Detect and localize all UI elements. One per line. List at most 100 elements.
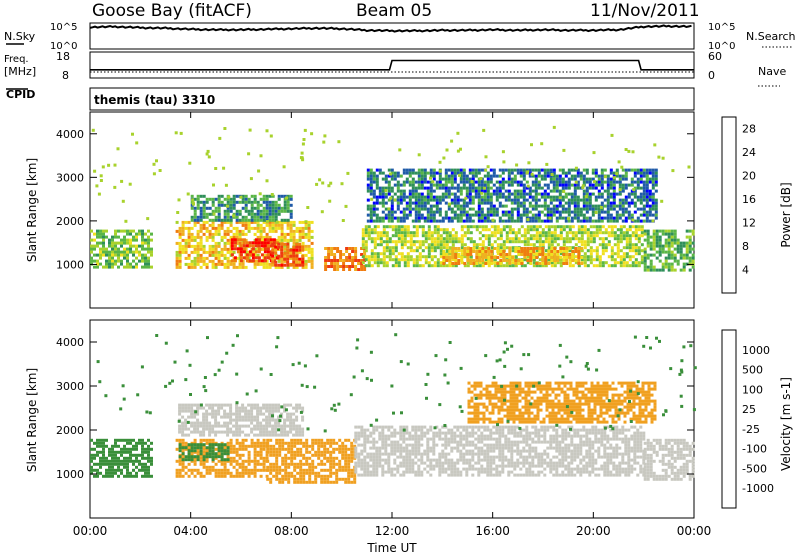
heatmap-cell <box>511 240 515 244</box>
heatmap-cell <box>549 195 553 199</box>
heatmap-cell <box>287 447 291 451</box>
heatmap-cell <box>448 246 452 250</box>
heatmap-cell <box>487 240 491 244</box>
heatmap-cell <box>317 450 321 454</box>
heatmap-cell <box>367 225 371 229</box>
heatmap-cell <box>93 462 96 466</box>
heatmap-cell <box>260 259 264 263</box>
heatmap-cell <box>222 166 226 170</box>
heatmap-cell <box>495 180 499 184</box>
heatmap-cell <box>576 186 580 190</box>
heatmap-cell <box>628 243 632 247</box>
heatmap-cell <box>299 453 303 457</box>
heatmap-cell <box>547 225 551 229</box>
heatmap-cell <box>193 424 197 428</box>
heatmap-cell <box>259 424 263 428</box>
heatmap-cell <box>263 259 267 263</box>
heatmap-cell <box>457 237 461 241</box>
heatmap-cell <box>420 186 424 190</box>
heatmap-cell <box>429 216 433 220</box>
heatmap-cell <box>370 264 374 268</box>
heatmap-cell <box>360 262 364 265</box>
heatmap-cell <box>385 231 389 235</box>
heatmap-cell <box>241 232 245 236</box>
heatmap-cell <box>196 197 200 201</box>
heatmap-cell <box>345 256 349 259</box>
heatmap-cell <box>376 231 380 235</box>
heatmap-cell <box>489 213 493 217</box>
heatmap-cell <box>259 444 263 448</box>
heatmap-cell <box>239 253 243 257</box>
heatmap-cell <box>475 256 479 259</box>
heatmap-cell <box>496 243 500 247</box>
heatmap-cell <box>190 262 194 266</box>
heatmap-cell <box>673 256 677 260</box>
heatmap-cell <box>229 229 233 233</box>
heatmap-cell <box>550 237 554 241</box>
heatmap-cell <box>532 228 536 232</box>
heatmap-cell <box>141 444 144 448</box>
heatmap-cell <box>369 177 373 181</box>
heatmap-cell <box>454 259 458 262</box>
heatmap-cell <box>272 447 276 451</box>
heatmap-cell <box>102 456 105 460</box>
heatmap-cell <box>292 263 296 267</box>
heatmap-cell <box>466 237 470 241</box>
heatmap-cell <box>417 198 421 202</box>
heatmap-cell <box>414 210 418 214</box>
heatmap-cell <box>93 253 96 257</box>
heatmap-cell <box>462 177 466 181</box>
heatmap-cell <box>412 225 416 229</box>
heatmap-cell <box>651 180 655 184</box>
heatmap-cell <box>417 207 421 211</box>
heatmap-cell <box>442 237 446 241</box>
heatmap-cell <box>468 219 472 223</box>
heatmap-cell <box>214 209 218 213</box>
heatmap-cell <box>438 219 442 223</box>
heatmap-cell <box>456 149 460 153</box>
heatmap-cell <box>301 226 305 230</box>
heatmap-cell <box>286 223 290 227</box>
heatmap-cell <box>232 203 236 207</box>
heatmap-cell <box>582 219 586 223</box>
heatmap-cell <box>636 183 640 187</box>
heatmap-cell <box>190 232 194 236</box>
heatmap-cell <box>96 235 99 239</box>
heatmap-cell <box>639 195 643 199</box>
heatmap-cell <box>233 244 237 248</box>
heatmap-cell <box>102 250 105 254</box>
heatmap-cell <box>269 477 273 481</box>
heatmap-cell <box>661 156 665 160</box>
heatmap-cell <box>652 232 656 236</box>
heatmap-cell <box>645 177 649 181</box>
heatmap-cell <box>502 253 506 256</box>
heatmap-cell <box>214 265 218 269</box>
heatmap-cell <box>411 168 415 172</box>
heatmap-cell <box>199 471 203 475</box>
heatmap-cell <box>277 238 281 242</box>
heatmap-cell <box>589 246 593 250</box>
heatmap-cell <box>381 189 385 193</box>
heatmap-cell <box>640 243 644 247</box>
heatmap-cell <box>323 453 327 457</box>
heatmap-cell <box>292 220 296 224</box>
heatmap-cell <box>616 261 620 265</box>
heatmap-cell <box>676 247 680 251</box>
heatmap-cell <box>268 220 272 224</box>
heatmap-cell <box>615 174 619 178</box>
heatmap-cell <box>108 259 111 263</box>
heatmap-cell <box>496 228 500 232</box>
heatmap-cell <box>190 415 194 419</box>
heatmap-cell <box>408 180 412 184</box>
heatmap-cell <box>283 251 287 255</box>
heatmap-cell <box>90 244 93 248</box>
heatmap-cell <box>448 259 452 262</box>
heatmap-cell <box>582 192 586 196</box>
heatmap-cell <box>439 249 443 253</box>
heatmap-cell <box>429 207 433 211</box>
heatmap-cell <box>540 219 544 223</box>
heatmap-cell <box>178 412 182 416</box>
heatmap-cell <box>543 204 547 208</box>
heatmap-cell <box>184 256 188 260</box>
heatmap-cell <box>387 180 391 184</box>
